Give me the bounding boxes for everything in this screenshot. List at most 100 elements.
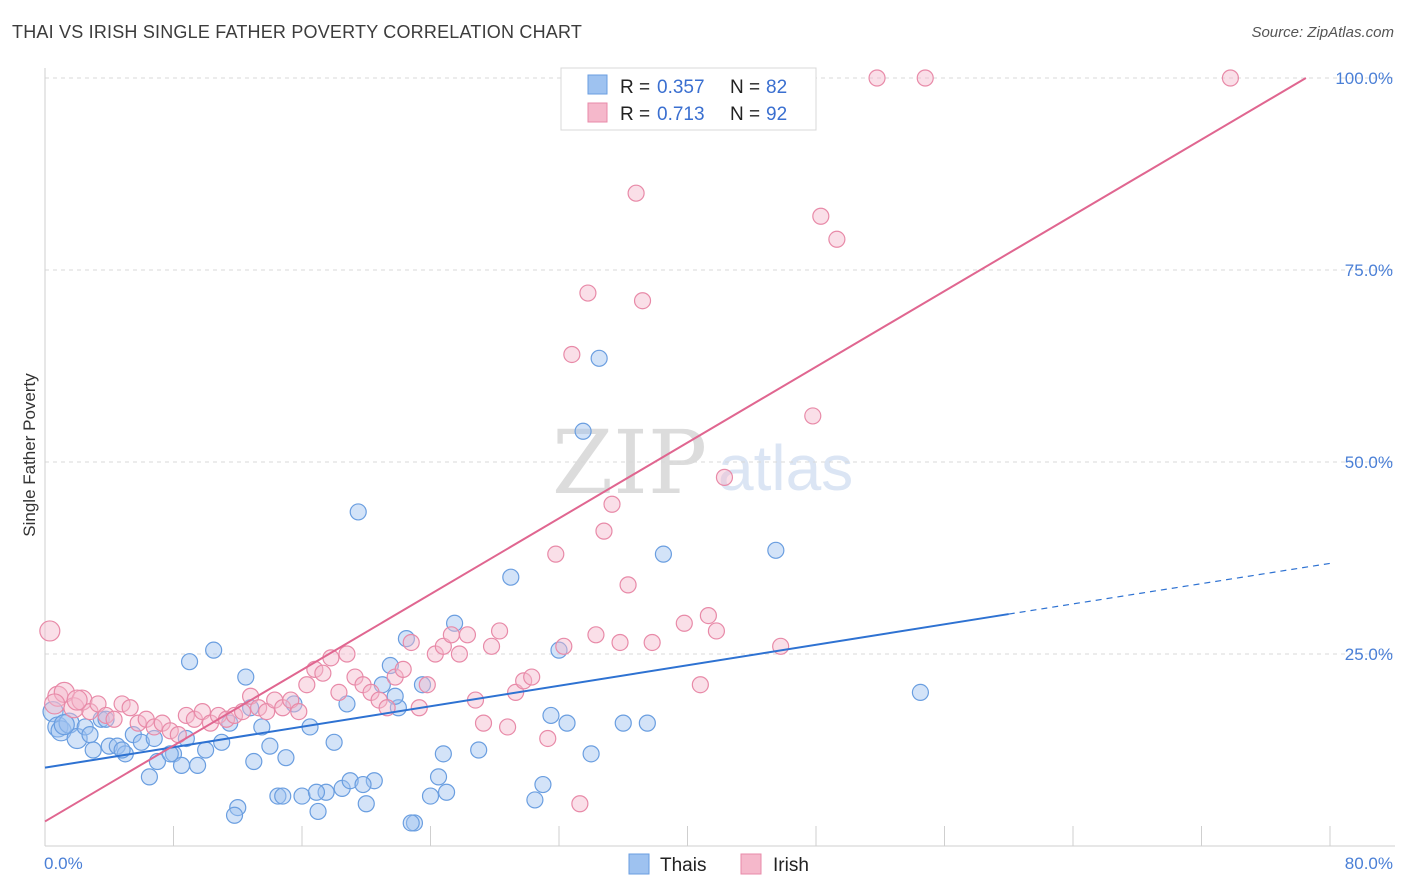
irish-point-77 [699,606,717,625]
irish-point-11 [129,714,147,732]
irish-point-45 [402,633,420,652]
thais-point-24 [245,752,263,771]
thais-point-73 [402,814,420,832]
irish-point-0 [39,620,61,642]
irish-point-69 [603,495,621,513]
thais-point-13 [140,768,159,786]
irish-point-8 [105,710,123,728]
thais-point-70 [274,787,292,805]
irish-point-57 [499,718,517,736]
legend-n-label-thais: N = [730,77,760,98]
legend-n-label-irish: N = [730,104,760,125]
thais-point-53 [534,775,552,794]
watermark: ZIP atlas [552,411,853,514]
x-tick-label-0: 0.0% [44,854,83,873]
irish-point-34 [314,664,332,682]
irish-point-76 [691,676,709,694]
thais-point-58 [582,745,600,763]
thais-point-28 [277,749,295,767]
thais-point-32 [309,802,327,821]
thais-point-45 [413,676,432,694]
thais-point-34 [325,733,343,751]
irish-point-37 [338,645,356,663]
thais-point-47 [429,768,448,786]
irish-point-55 [482,637,501,655]
y-tick-label-0: 25.0% [1345,645,1393,664]
irish-point-17 [177,706,195,725]
thais-point-23 [237,668,255,686]
thais-point-66 [53,714,75,736]
irish-point-74 [643,633,661,652]
irish-point-75 [675,614,693,632]
legend-swatch-thais [587,74,608,95]
thais-trend-line [44,613,1009,769]
legend-swatch-irish [587,102,608,123]
bottom-legend-swatch-irish [740,853,762,875]
thais-point-81 [434,745,452,763]
legend: R = 0.357 N = 82 R = 0.713 N = 92 [560,67,817,131]
thais-point-25 [253,718,271,736]
irish-point-36 [330,683,348,702]
irish-point-59 [515,672,533,690]
bottom-legend: Thais Irish [628,853,809,876]
irish-point-79 [715,468,734,486]
thais-point-63 [767,541,785,559]
thais-point-30 [293,787,311,805]
thais-point-69 [225,806,244,824]
thais-point-12 [132,733,150,751]
irish-point-81 [804,407,822,425]
irish-trend-line [44,77,1307,823]
thais-point-33 [317,783,335,801]
irish-point-83 [828,230,846,248]
irish-point-70 [611,633,629,652]
thais-point-61 [638,714,656,732]
bottom-legend-swatch-thais [628,853,650,875]
irish-point-91 [66,689,88,711]
thais-point-50 [470,741,488,759]
irish-point-84 [868,69,886,87]
thais-point-46 [421,787,440,805]
irish-point-15 [161,722,179,740]
irish-point-73 [633,292,652,310]
legend-r-value-thais: 0.357 [657,77,705,98]
thais-point-37 [349,503,367,521]
thais-point-38 [357,795,375,813]
irish-point-10 [121,699,139,717]
thais-point-19 [205,641,223,659]
thais-point-20 [213,733,231,751]
irish-point-63 [555,637,573,655]
y-tick-label-1: 50.0% [1345,453,1393,472]
thais-point-26 [261,737,279,755]
irish-point-52 [458,626,477,644]
axes [44,68,1395,847]
chart-title: THAI VS IRISH SINGLE FATHER POVERTY CORR… [12,22,583,42]
thais-point-64 [911,683,930,702]
irish-point-64 [563,345,581,364]
thais-point-48 [437,783,456,801]
irish-point-13 [145,718,163,736]
bottom-legend-label-thais: Thais [660,855,706,876]
legend-r-label-thais: R = [620,77,650,98]
x-tick-labels: 0.0% 80.0% [44,854,1393,873]
series-thais-points [42,349,930,832]
irish-point-85 [916,69,934,87]
thais-trend-line-extension [1008,562,1331,615]
irish-point-50 [442,626,460,644]
gridlines [45,77,1395,655]
thais-point-60 [614,714,632,732]
thais-point-56 [558,714,576,732]
bottom-legend-label-irish: Irish [773,855,809,876]
irish-point-56 [490,622,509,640]
y-tick-label-3: 100.0% [1335,69,1393,88]
thais-point-36 [341,772,359,790]
irish-point-65 [571,795,589,813]
y-axis-label: Single Father Poverty [20,373,39,537]
irish-point-61 [539,729,557,748]
irish-point-51 [450,645,469,663]
chart-source: Source: ZipAtlas.com [1251,24,1394,41]
irish-point-26 [250,699,268,717]
irish-point-47 [418,676,436,694]
thais-point-52 [526,791,544,809]
irish-point-71 [619,576,637,594]
thais-point-51 [502,568,520,586]
